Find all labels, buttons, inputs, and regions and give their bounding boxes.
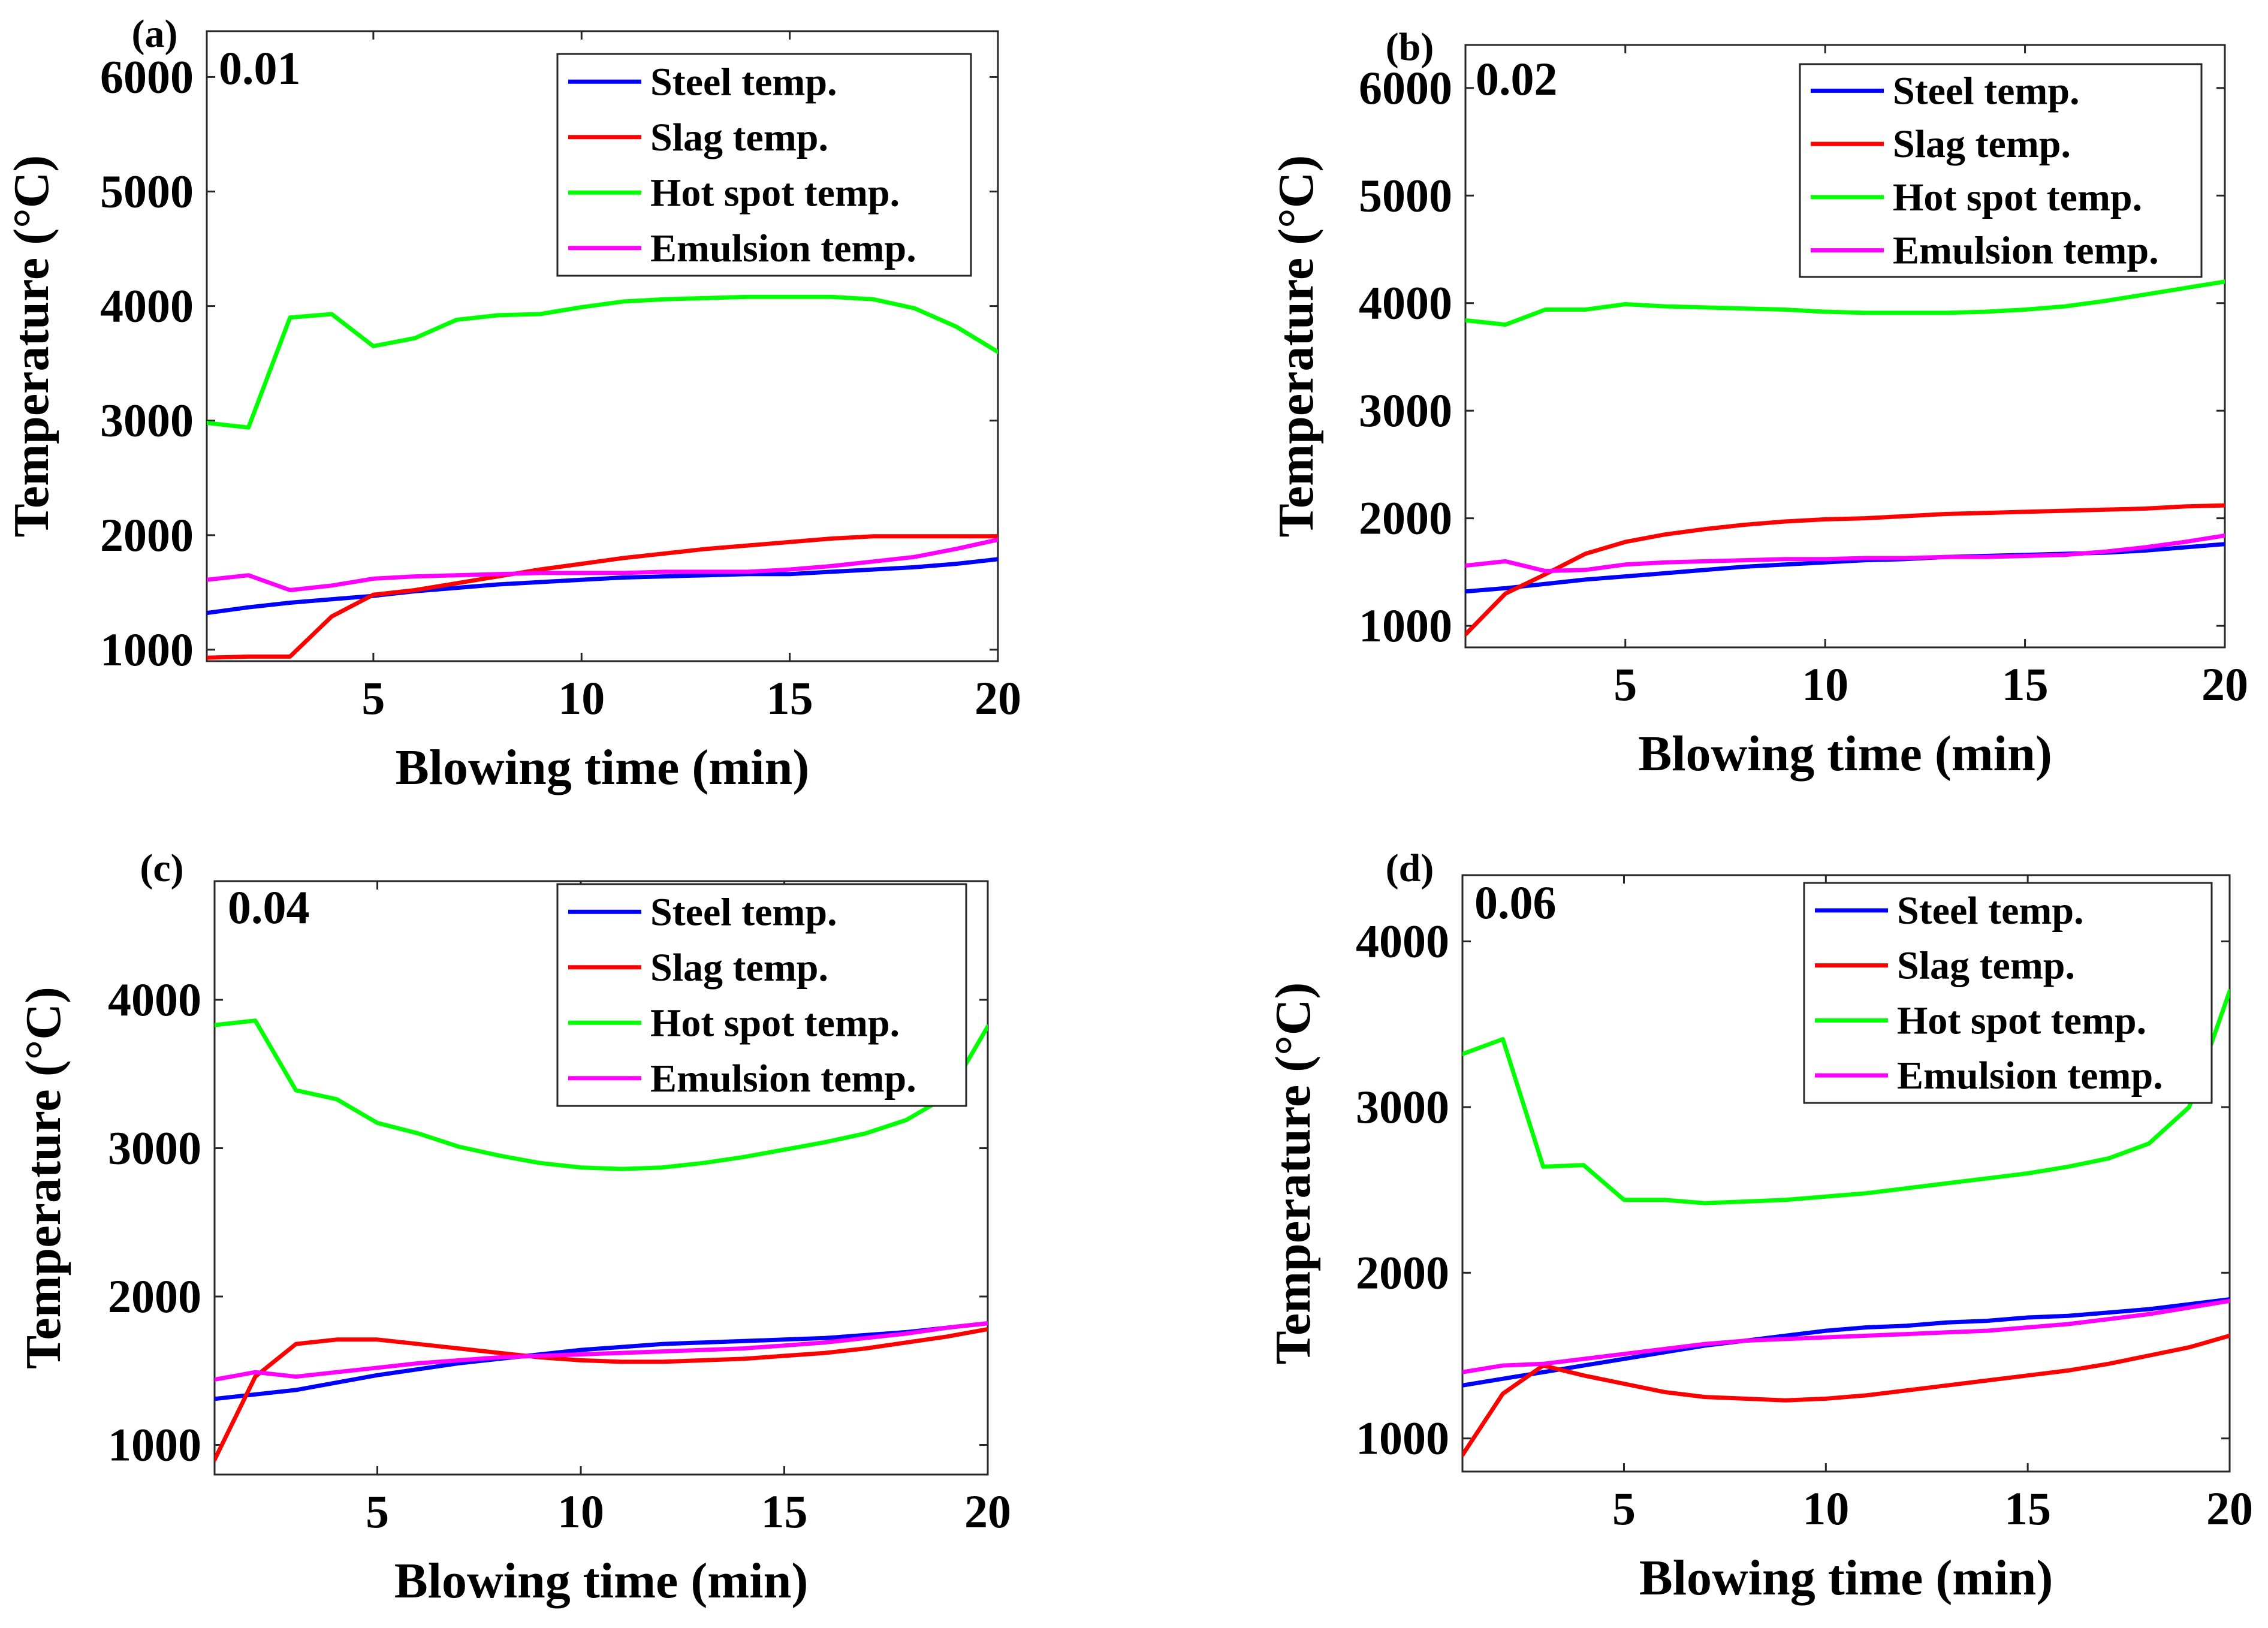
x-tick-label: 20 <box>2206 1482 2253 1534</box>
legend-label: Hot spot temp. <box>1893 176 2142 219</box>
y-tick-label: 4000 <box>1356 915 1449 967</box>
legend-label: Emulsion temp. <box>1897 1054 2163 1098</box>
series-group <box>207 294 998 660</box>
legend-box <box>1799 63 2203 278</box>
series-line-slag-temp <box>1465 503 2225 637</box>
series-line-steel-temp <box>215 1321 988 1401</box>
x-tick-label: 20 <box>2201 658 2248 710</box>
y-tick-label: 3000 <box>100 394 194 447</box>
x-tick-label: 15 <box>2004 1482 2051 1534</box>
y-tick-label: 2000 <box>1359 492 1452 544</box>
y-axis-label: Temperature (°C) <box>4 155 59 538</box>
y-tick-label: 1000 <box>108 1419 201 1471</box>
x-tick-label: 20 <box>975 672 1021 724</box>
x-tick-label: 10 <box>1802 658 1848 710</box>
x-tick-label: 10 <box>558 672 605 724</box>
panel-letter: (c) <box>140 846 183 890</box>
y-tick-label: 5000 <box>1359 169 1452 221</box>
x-tick-label: 10 <box>557 1485 604 1537</box>
panel-annotation: 0.01 <box>219 42 301 94</box>
y-tick-label: 1000 <box>1356 1412 1449 1464</box>
y-tick-label: 3000 <box>1356 1081 1449 1133</box>
x-tick-label: 15 <box>767 672 813 724</box>
series-line-emulsion-temp <box>207 537 998 592</box>
series-line-hot-spot-temp <box>1465 279 2225 327</box>
legend-label: Hot spot temp. <box>1897 999 2146 1042</box>
x-tick-label: 5 <box>1612 1482 1636 1534</box>
y-tick-label: 2000 <box>100 509 194 561</box>
series-group <box>215 1018 988 1462</box>
series-group <box>1465 279 2225 637</box>
x-axis-label: Blowing time (min) <box>1638 726 2052 782</box>
y-tick-label: 4000 <box>108 973 201 1026</box>
y-tick-label: 3000 <box>108 1122 201 1174</box>
panel-letter: (a) <box>132 12 178 56</box>
legend-label: Steel temp. <box>1897 889 2084 933</box>
x-tick-label: 5 <box>1613 658 1637 710</box>
y-tick-label: 4000 <box>100 280 194 332</box>
panel-annotation: 0.02 <box>1476 53 1558 105</box>
y-axis-label: Temperature (°C) <box>1268 155 1324 538</box>
chart-panel-a: 5 10 15 20 1000 2000 3000 4000 5000 6000 Steel tem… <box>4 12 1021 795</box>
legend-box <box>1803 882 2213 1104</box>
legend-label: Emulsion temp. <box>650 1057 916 1101</box>
y-tick-label: 4000 <box>1359 277 1452 329</box>
legend-label: Steel temp. <box>650 890 837 934</box>
series-line-emulsion-temp <box>1465 533 2225 574</box>
series-line-slag-temp <box>215 1326 988 1462</box>
series-line-slag-temp <box>1462 1333 2230 1457</box>
legend-label: Hot spot temp. <box>650 1001 900 1045</box>
chart-panel-d: 5 10 15 20 1000 2000 3000 4000 Steel temp. Slag t… <box>1265 846 2253 1606</box>
x-axis-label: Blowing time (min) <box>394 1553 809 1609</box>
x-tick-label: 5 <box>361 672 385 724</box>
x-tick-label: 15 <box>2002 658 2049 710</box>
panel-annotation: 0.04 <box>228 881 310 933</box>
legend-box <box>556 883 967 1107</box>
y-tick-label: 6000 <box>1359 62 1452 114</box>
series-line-emulsion-temp <box>215 1321 988 1382</box>
legend-label: Slag temp. <box>650 946 828 990</box>
chart-panel-b: 5 10 15 20 1000 2000 3000 4000 5000 6000 Steel tem… <box>1268 25 2248 782</box>
x-axis-label: Blowing time (min) <box>1639 1550 2053 1606</box>
x-tick-label: 20 <box>964 1485 1011 1537</box>
series-line-steel-temp <box>207 557 998 616</box>
y-axis-label: Temperature (°C) <box>16 987 71 1369</box>
x-axis-label: Blowing time (min) <box>396 740 810 795</box>
series-line-steel-temp <box>1462 1297 2230 1388</box>
chart-panel-c: 5 10 15 20 1000 2000 3000 4000 Steel temp. Slag t… <box>16 846 1011 1609</box>
panel-letter: (b) <box>1386 25 1434 69</box>
series-line-hot-spot-temp <box>1462 989 2230 1205</box>
y-tick-label: 2000 <box>108 1270 201 1322</box>
legend-box <box>556 53 972 277</box>
y-axis-label: Temperature (°C) <box>1265 982 1321 1365</box>
legend-label: Slag temp. <box>1893 122 2071 166</box>
series-line-hot-spot-temp <box>207 294 998 430</box>
x-tick-label: 5 <box>366 1485 389 1537</box>
legend-label: Steel temp. <box>1893 69 2080 113</box>
series-line-emulsion-temp <box>1462 1298 2230 1374</box>
y-tick-label: 3000 <box>1359 384 1452 436</box>
legend-label: Steel temp. <box>650 60 837 104</box>
y-tick-label: 1000 <box>1359 599 1452 652</box>
legend-label: Slag temp. <box>650 116 828 159</box>
legend-label: Emulsion temp. <box>650 227 916 270</box>
y-tick-label: 2000 <box>1356 1246 1449 1298</box>
series-line-slag-temp <box>207 534 998 660</box>
panel-annotation: 0.06 <box>1474 876 1557 928</box>
legend-label: Slag temp. <box>1897 944 2075 988</box>
y-tick-label: 6000 <box>100 50 194 102</box>
x-tick-label: 10 <box>1802 1482 1849 1534</box>
x-tick-label: 15 <box>761 1485 808 1537</box>
legend-label: Hot spot temp. <box>650 171 900 215</box>
legend-label: Emulsion temp. <box>1893 229 2159 273</box>
series-group <box>1462 989 2230 1457</box>
y-tick-label: 1000 <box>100 623 194 676</box>
series-line-hot-spot-temp <box>215 1018 988 1171</box>
y-tick-label: 5000 <box>100 165 194 218</box>
panel-letter: (d) <box>1386 846 1434 890</box>
